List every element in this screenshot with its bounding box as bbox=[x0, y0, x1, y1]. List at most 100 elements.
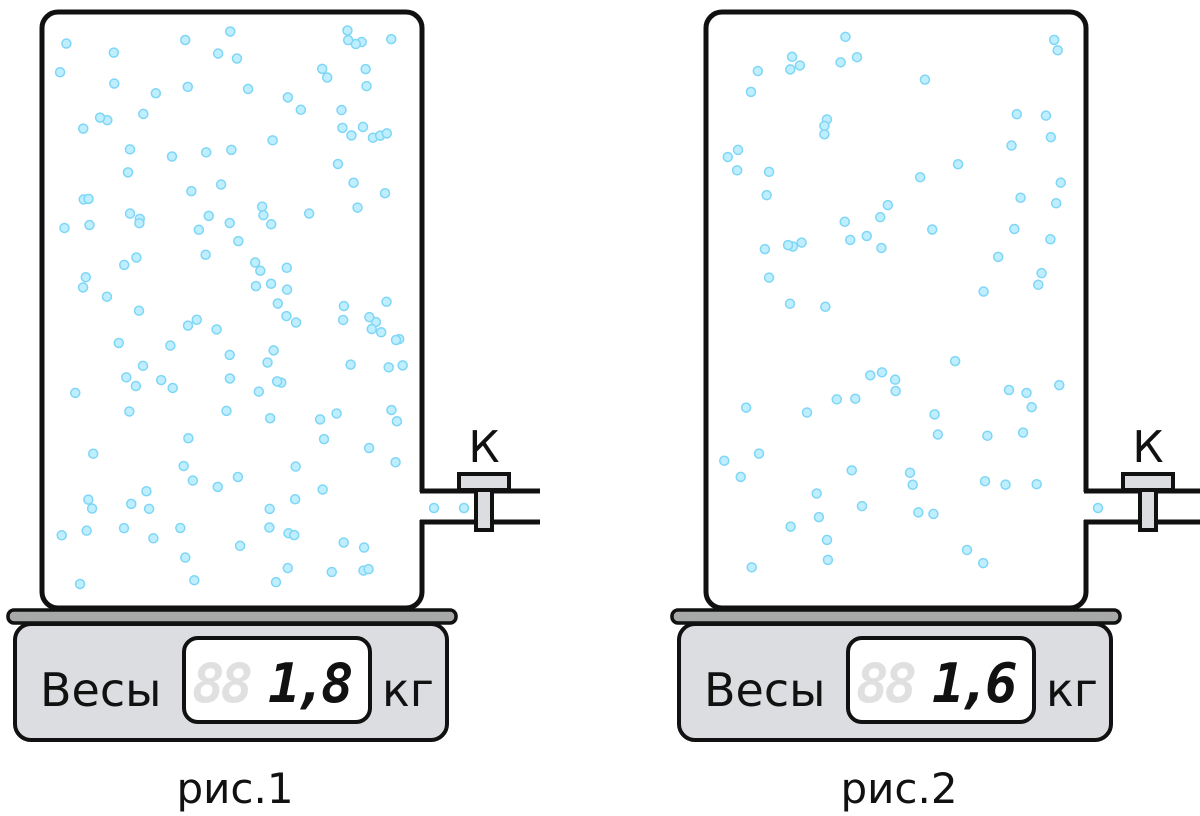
gas-particle bbox=[927, 224, 938, 235]
gas-particle bbox=[264, 412, 276, 424]
gas-particle bbox=[77, 123, 89, 134]
gas-particle bbox=[290, 461, 301, 472]
gas-particle bbox=[844, 234, 856, 246]
gas-particle bbox=[224, 373, 236, 384]
gas-particle bbox=[180, 552, 191, 563]
gas-particle bbox=[226, 144, 237, 156]
gas-particle bbox=[874, 211, 886, 223]
gas-particle bbox=[731, 165, 743, 176]
gas-particle bbox=[225, 26, 236, 37]
gas-particle bbox=[193, 224, 205, 236]
gas-particle bbox=[1045, 234, 1056, 245]
gas-particle bbox=[785, 64, 796, 75]
gas-particle bbox=[1009, 223, 1020, 235]
gas-particle bbox=[130, 380, 142, 392]
gas-particle bbox=[122, 167, 134, 178]
gas-particle bbox=[189, 574, 200, 586]
gas-particle bbox=[187, 475, 199, 486]
gas-particle bbox=[221, 405, 232, 417]
gas-particle bbox=[1045, 131, 1057, 143]
gas-particle bbox=[801, 407, 813, 418]
gas-particle bbox=[390, 334, 402, 346]
gas-particle bbox=[314, 414, 326, 425]
gas-particle bbox=[167, 382, 178, 394]
gas-particle bbox=[124, 144, 136, 155]
gas-particle bbox=[735, 471, 746, 483]
gas-particle bbox=[232, 471, 244, 483]
scale-platform bbox=[6, 608, 458, 625]
gas-particle bbox=[258, 209, 269, 221]
gas-particle bbox=[919, 74, 931, 85]
gas-particle bbox=[338, 300, 350, 312]
display-ghost-digits: 88 bbox=[192, 652, 251, 715]
gas-particle bbox=[381, 296, 392, 308]
gas-particle bbox=[819, 129, 830, 140]
scale-label: Весы bbox=[40, 663, 161, 717]
gas-particle bbox=[118, 259, 130, 271]
gas-particle bbox=[121, 372, 132, 383]
gas-particle bbox=[336, 104, 347, 116]
gas-particle bbox=[722, 151, 734, 163]
gas-particle bbox=[839, 216, 850, 228]
gas-particle bbox=[224, 349, 235, 361]
gas-particle bbox=[255, 265, 266, 277]
scale-display bbox=[182, 636, 372, 724]
gas-particle bbox=[961, 544, 973, 556]
scale-label: Весы bbox=[704, 663, 825, 717]
gas-particle bbox=[289, 493, 301, 505]
gas-particle bbox=[272, 298, 284, 309]
gas-particle bbox=[200, 249, 211, 261]
gas-particle bbox=[83, 494, 94, 505]
gas-particle bbox=[363, 563, 374, 575]
gas-particle bbox=[342, 25, 353, 36]
gas-particle bbox=[175, 522, 186, 534]
gas-particle bbox=[148, 533, 159, 544]
gas-particle bbox=[1050, 197, 1062, 209]
gas-particle bbox=[831, 394, 843, 405]
gas-particle bbox=[179, 34, 191, 46]
gas-particle bbox=[1040, 110, 1052, 121]
gas-particle bbox=[137, 360, 149, 372]
gas-particle bbox=[821, 534, 833, 546]
gas-particle bbox=[166, 151, 178, 162]
gas-particle bbox=[118, 522, 130, 534]
gas-particle bbox=[134, 217, 145, 229]
gas-particle bbox=[265, 278, 277, 290]
gas-particle bbox=[282, 562, 294, 574]
gas-particle bbox=[913, 507, 924, 518]
gas-particle bbox=[61, 38, 72, 49]
valve-label: К bbox=[1132, 422, 1163, 473]
gas-particle bbox=[851, 51, 863, 63]
gas-particle bbox=[268, 345, 279, 356]
gas-particle bbox=[141, 486, 152, 497]
gas-particle bbox=[952, 159, 964, 170]
gas-particle bbox=[331, 408, 342, 419]
valve-label: К bbox=[468, 422, 499, 473]
gas-particle bbox=[289, 529, 300, 541]
gas-particle bbox=[375, 327, 387, 338]
gas-particle bbox=[318, 433, 330, 445]
gas-particle bbox=[101, 291, 113, 302]
gas-particle bbox=[850, 393, 861, 404]
figure-caption: рис.1 bbox=[176, 764, 293, 813]
scale-display bbox=[846, 636, 1036, 724]
gas-particle bbox=[979, 475, 991, 487]
gas-particle bbox=[458, 502, 470, 514]
gas-particle bbox=[86, 503, 98, 514]
gas-particle bbox=[1003, 384, 1015, 396]
display-reading: 1,8 bbox=[268, 652, 351, 715]
gas-particle bbox=[846, 465, 857, 476]
gas-particle bbox=[249, 257, 261, 268]
gas-particle bbox=[342, 34, 354, 46]
gas-particle bbox=[784, 298, 796, 309]
gas-particle bbox=[1017, 427, 1029, 438]
gas-particle bbox=[203, 210, 214, 222]
display-ghost-digits: 88 bbox=[856, 652, 915, 715]
gas-particle bbox=[390, 456, 401, 468]
gas-particle bbox=[215, 179, 227, 190]
gas-particle bbox=[264, 522, 275, 533]
gas-particle bbox=[186, 185, 197, 197]
gas-particle bbox=[840, 31, 851, 43]
gas-particle bbox=[794, 60, 806, 71]
gas-particle bbox=[125, 498, 137, 510]
